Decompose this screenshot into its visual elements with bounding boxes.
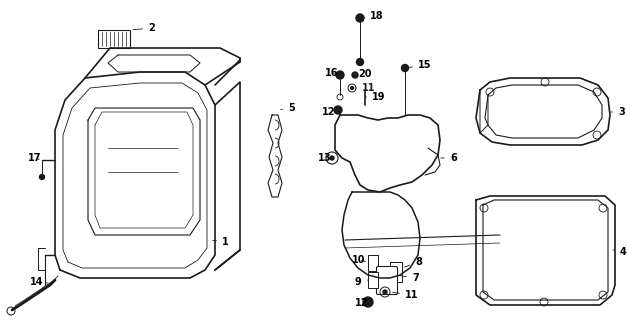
Bar [368,272,378,288]
Text: 15: 15 [408,60,431,70]
Bar [390,262,402,282]
Circle shape [357,59,364,66]
Circle shape [363,297,373,307]
Circle shape [352,72,358,78]
Text: 11: 11 [393,290,418,300]
FancyBboxPatch shape [376,267,398,294]
Text: 18: 18 [363,11,384,21]
Circle shape [383,290,387,294]
Circle shape [401,65,409,71]
Text: 20: 20 [358,69,372,79]
Text: 5: 5 [281,103,295,113]
Bar [98,30,130,48]
Text: 4: 4 [613,247,627,257]
Circle shape [40,174,45,180]
Bar [368,255,378,271]
Text: 9: 9 [355,277,368,287]
Circle shape [336,71,344,79]
Text: 1: 1 [213,237,229,247]
Text: 11: 11 [355,83,376,93]
Text: 12: 12 [355,298,369,308]
Text: 19: 19 [365,92,386,102]
Text: 10: 10 [352,255,366,265]
Text: 7: 7 [399,273,419,283]
Text: 16: 16 [325,68,339,78]
Text: 2: 2 [133,23,155,33]
Circle shape [350,86,354,90]
Text: 8: 8 [404,257,422,267]
Circle shape [356,14,364,22]
Text: 12: 12 [322,107,335,117]
Text: 13: 13 [318,153,332,163]
Circle shape [334,106,342,114]
Text: 3: 3 [611,107,624,117]
Circle shape [330,156,334,160]
Text: 17: 17 [28,153,41,163]
Text: 14: 14 [30,277,48,287]
Text: 6: 6 [441,153,456,163]
